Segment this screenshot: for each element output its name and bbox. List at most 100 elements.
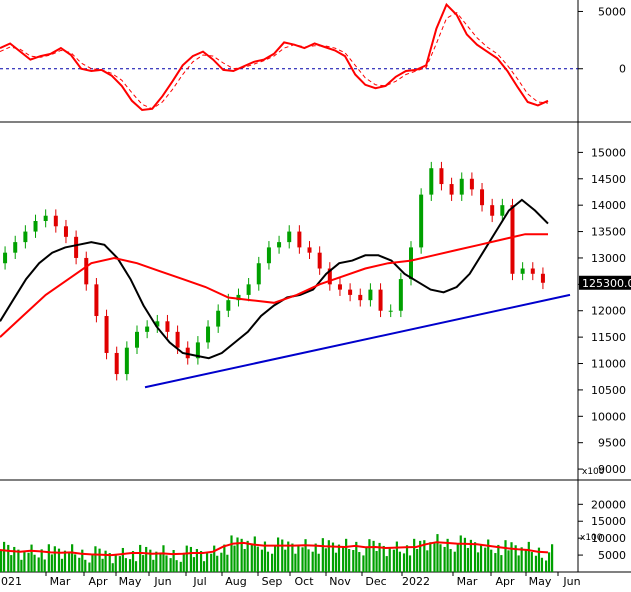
volume-bar: [368, 539, 371, 572]
volume-bar: [78, 557, 81, 572]
macd-signal-line: [0, 11, 549, 110]
volume-bar: [108, 553, 111, 572]
volume-bar: [405, 545, 409, 572]
candle-body: [439, 168, 444, 185]
volume-bar: [43, 559, 46, 572]
volume-bar: [50, 554, 53, 572]
volume-bar: [297, 545, 300, 572]
volume-bar: [223, 544, 226, 572]
volume-bar: [402, 553, 406, 572]
candle-body: [317, 252, 322, 269]
volume-bar: [378, 542, 381, 572]
candle-body: [277, 242, 282, 248]
candle-body: [104, 316, 109, 353]
volume-bar: [429, 542, 432, 572]
x-tick-label: Apr: [88, 575, 108, 588]
volume-bar: [118, 556, 121, 572]
volume-bar: [416, 548, 419, 572]
candle-body: [520, 268, 525, 274]
volume-bar: [331, 542, 335, 572]
volume-bar: [484, 547, 487, 572]
candle-body: [419, 194, 424, 248]
candle-body: [124, 347, 129, 375]
candle-body: [540, 273, 545, 283]
candle-body: [3, 252, 8, 264]
volume-bar: [548, 552, 551, 572]
candle-body: [216, 310, 221, 327]
volume-bar: [530, 552, 533, 572]
price-tick-label: 15000: [591, 146, 626, 159]
volume-bar: [189, 546, 193, 572]
volume-bar: [469, 539, 473, 572]
price-tick-label: 13000: [591, 252, 626, 265]
x-tick-label: Aug: [225, 575, 246, 588]
volume-bar: [382, 545, 385, 572]
volume-bar: [504, 540, 507, 572]
volume-bar: [27, 552, 30, 572]
volume-bar: [419, 540, 422, 572]
volume-bar: [230, 535, 233, 572]
candle-body: [287, 231, 292, 243]
price-panel: [0, 161, 571, 389]
volume-bar: [372, 540, 375, 572]
candle-body: [266, 247, 271, 264]
volume-bar: [33, 554, 36, 572]
candle-body: [327, 268, 332, 285]
volume-bar: [287, 541, 290, 572]
volume-bar: [91, 554, 94, 572]
volume-bar: [517, 555, 520, 572]
x-tick-label: Nov: [329, 575, 351, 588]
volume-bar: [281, 539, 284, 572]
candle-body: [135, 331, 139, 348]
volume-bar: [355, 541, 358, 572]
volume-bar: [443, 546, 446, 572]
volume-bar: [510, 542, 513, 572]
volume-bar: [494, 553, 497, 572]
price-tick-label: 11000: [591, 358, 626, 371]
volume-bar: [179, 561, 182, 572]
volume-bar: [534, 555, 538, 572]
volume-bar: [185, 545, 188, 572]
volume-bar: [145, 546, 148, 572]
volume-bar: [500, 555, 503, 572]
candle-body: [480, 189, 485, 206]
last-price-tag: [579, 275, 631, 290]
vol-tick-label: 5000: [598, 549, 626, 562]
candle-body: [388, 310, 393, 312]
volume-bar: [551, 544, 554, 572]
volume-bar: [479, 544, 483, 572]
volume-bar: [439, 544, 442, 572]
volume-bar: [385, 556, 388, 572]
volume-bar: [537, 547, 541, 572]
candle-body: [429, 168, 434, 195]
volume-bar: [57, 548, 61, 572]
volume-bar: [463, 537, 467, 572]
volume-bar: [30, 544, 33, 572]
volume-bar: [159, 553, 162, 572]
volume-bar: [236, 537, 239, 572]
volume-bar: [205, 553, 209, 572]
candle-body: [510, 205, 515, 274]
candle-body: [63, 226, 68, 237]
volume-bar: [507, 550, 510, 572]
candle-body: [206, 326, 211, 343]
volume-bar: [274, 545, 277, 572]
volume-bar: [520, 547, 523, 572]
macd-line: [0, 2, 549, 112]
candle-body: [175, 331, 180, 348]
volume-bar: [17, 549, 20, 572]
volume-bar: [250, 544, 253, 572]
candle-body: [236, 294, 241, 301]
price-multiplier-label: x100: [582, 467, 605, 477]
volume-bar: [121, 547, 124, 572]
volume-bar: [327, 540, 330, 572]
volume-bar: [304, 539, 307, 572]
volume-bar: [527, 541, 530, 572]
volume-bar: [301, 547, 304, 572]
volume-bar: [40, 549, 43, 572]
volume-bar: [413, 538, 416, 572]
price-tick-label: 14000: [591, 199, 626, 212]
volume-bar: [71, 544, 74, 572]
x-tick-label: May: [529, 575, 552, 588]
